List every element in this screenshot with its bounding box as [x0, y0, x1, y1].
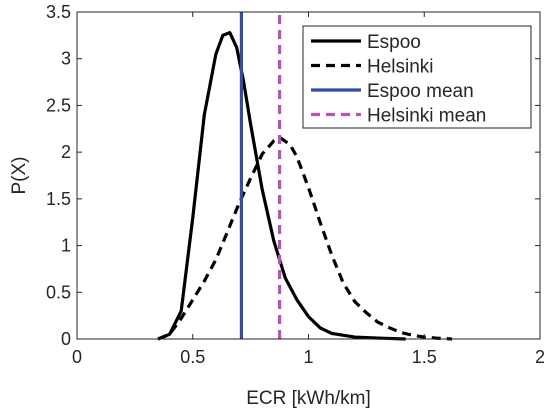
x-tick-label: 2	[535, 347, 545, 367]
x-tick-label: 1	[303, 347, 313, 367]
y-axis-label: P(X)	[9, 157, 30, 195]
y-tick-label: 3	[61, 49, 71, 69]
y-tick-label: 2	[61, 142, 71, 162]
x-tick-label: 0	[72, 347, 82, 367]
y-tick-label: 2.5	[46, 95, 71, 115]
y-tick-label: 1.5	[46, 189, 71, 209]
y-tick-label: 1	[61, 236, 71, 256]
legend: Espoo Helsinki Espoo mean Helsinki mean	[302, 25, 532, 129]
axis-ticks: 0 0.5 1 1.5 2 0 0.5 1 1.5 2 2.5 3 3.5	[46, 2, 545, 367]
legend-label: Helsinki mean	[367, 106, 486, 127]
y-tick-label: 0.5	[46, 282, 71, 302]
y-tick-label: 3.5	[46, 2, 71, 22]
legend-label: Helsinki	[367, 57, 434, 78]
series-line-espoo	[157, 30, 406, 341]
legend-label: Espoo mean	[367, 81, 474, 102]
y-tick-label: 0	[61, 329, 71, 349]
x-tick-label: 1.5	[412, 347, 437, 367]
legend-box	[302, 25, 532, 129]
plot-lines	[157, 12, 453, 341]
x-axis-label: ECR [kWh/km]	[246, 388, 371, 409]
legend-label: Espoo	[367, 32, 421, 53]
x-tick-label: 0.5	[180, 347, 205, 367]
